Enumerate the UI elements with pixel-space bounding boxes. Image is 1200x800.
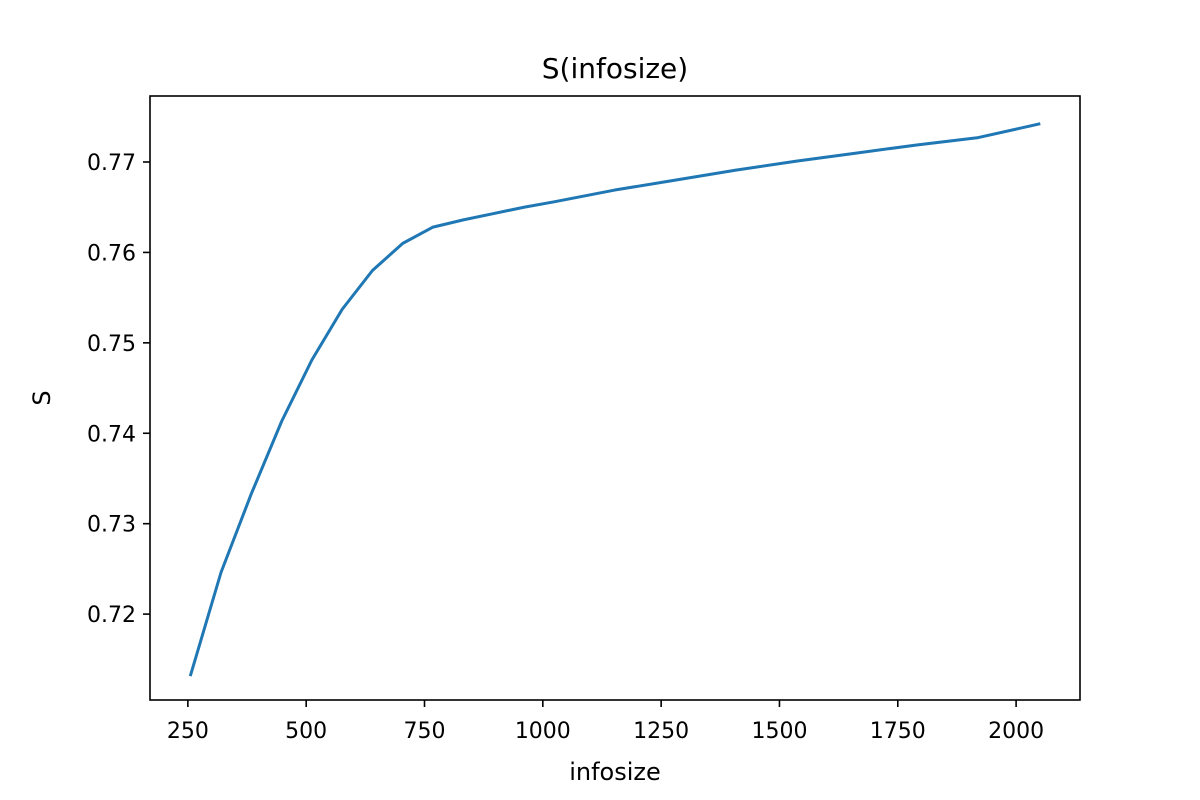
x-tick-label: 2000 bbox=[988, 719, 1044, 744]
x-tick-label: 1000 bbox=[515, 719, 571, 744]
y-tick-label: 0.73 bbox=[87, 513, 136, 538]
y-tick-label: 0.74 bbox=[87, 422, 136, 447]
y-tick-label: 0.76 bbox=[87, 241, 136, 266]
x-tick-label: 500 bbox=[285, 719, 327, 744]
y-tick-label: 0.77 bbox=[87, 151, 136, 176]
x-tick-label: 1250 bbox=[633, 719, 689, 744]
x-tick-label: 1750 bbox=[870, 719, 926, 744]
chart-title: S(infosize) bbox=[542, 52, 688, 85]
y-tick-label: 0.72 bbox=[87, 603, 136, 628]
plot-frame bbox=[149, 95, 1081, 701]
y-tick-label: 0.75 bbox=[87, 332, 136, 357]
y-axis-ticks: 0.72 0.73 0.74 0.75 0.76 0.77 bbox=[87, 151, 150, 628]
plot-area bbox=[150, 96, 1080, 700]
x-tick-label: 1500 bbox=[751, 719, 807, 744]
x-tick-label: 750 bbox=[404, 719, 446, 744]
series-layer bbox=[188, 122, 1041, 677]
x-tick-label: 250 bbox=[167, 719, 209, 744]
series-line-1 bbox=[188, 122, 1041, 677]
x-axis-ticks: 250 500 750 1000 1250 1500 1750 2000 bbox=[167, 700, 1044, 744]
x-axis-label: infosize bbox=[569, 758, 661, 786]
y-axis-label: S bbox=[28, 390, 56, 405]
